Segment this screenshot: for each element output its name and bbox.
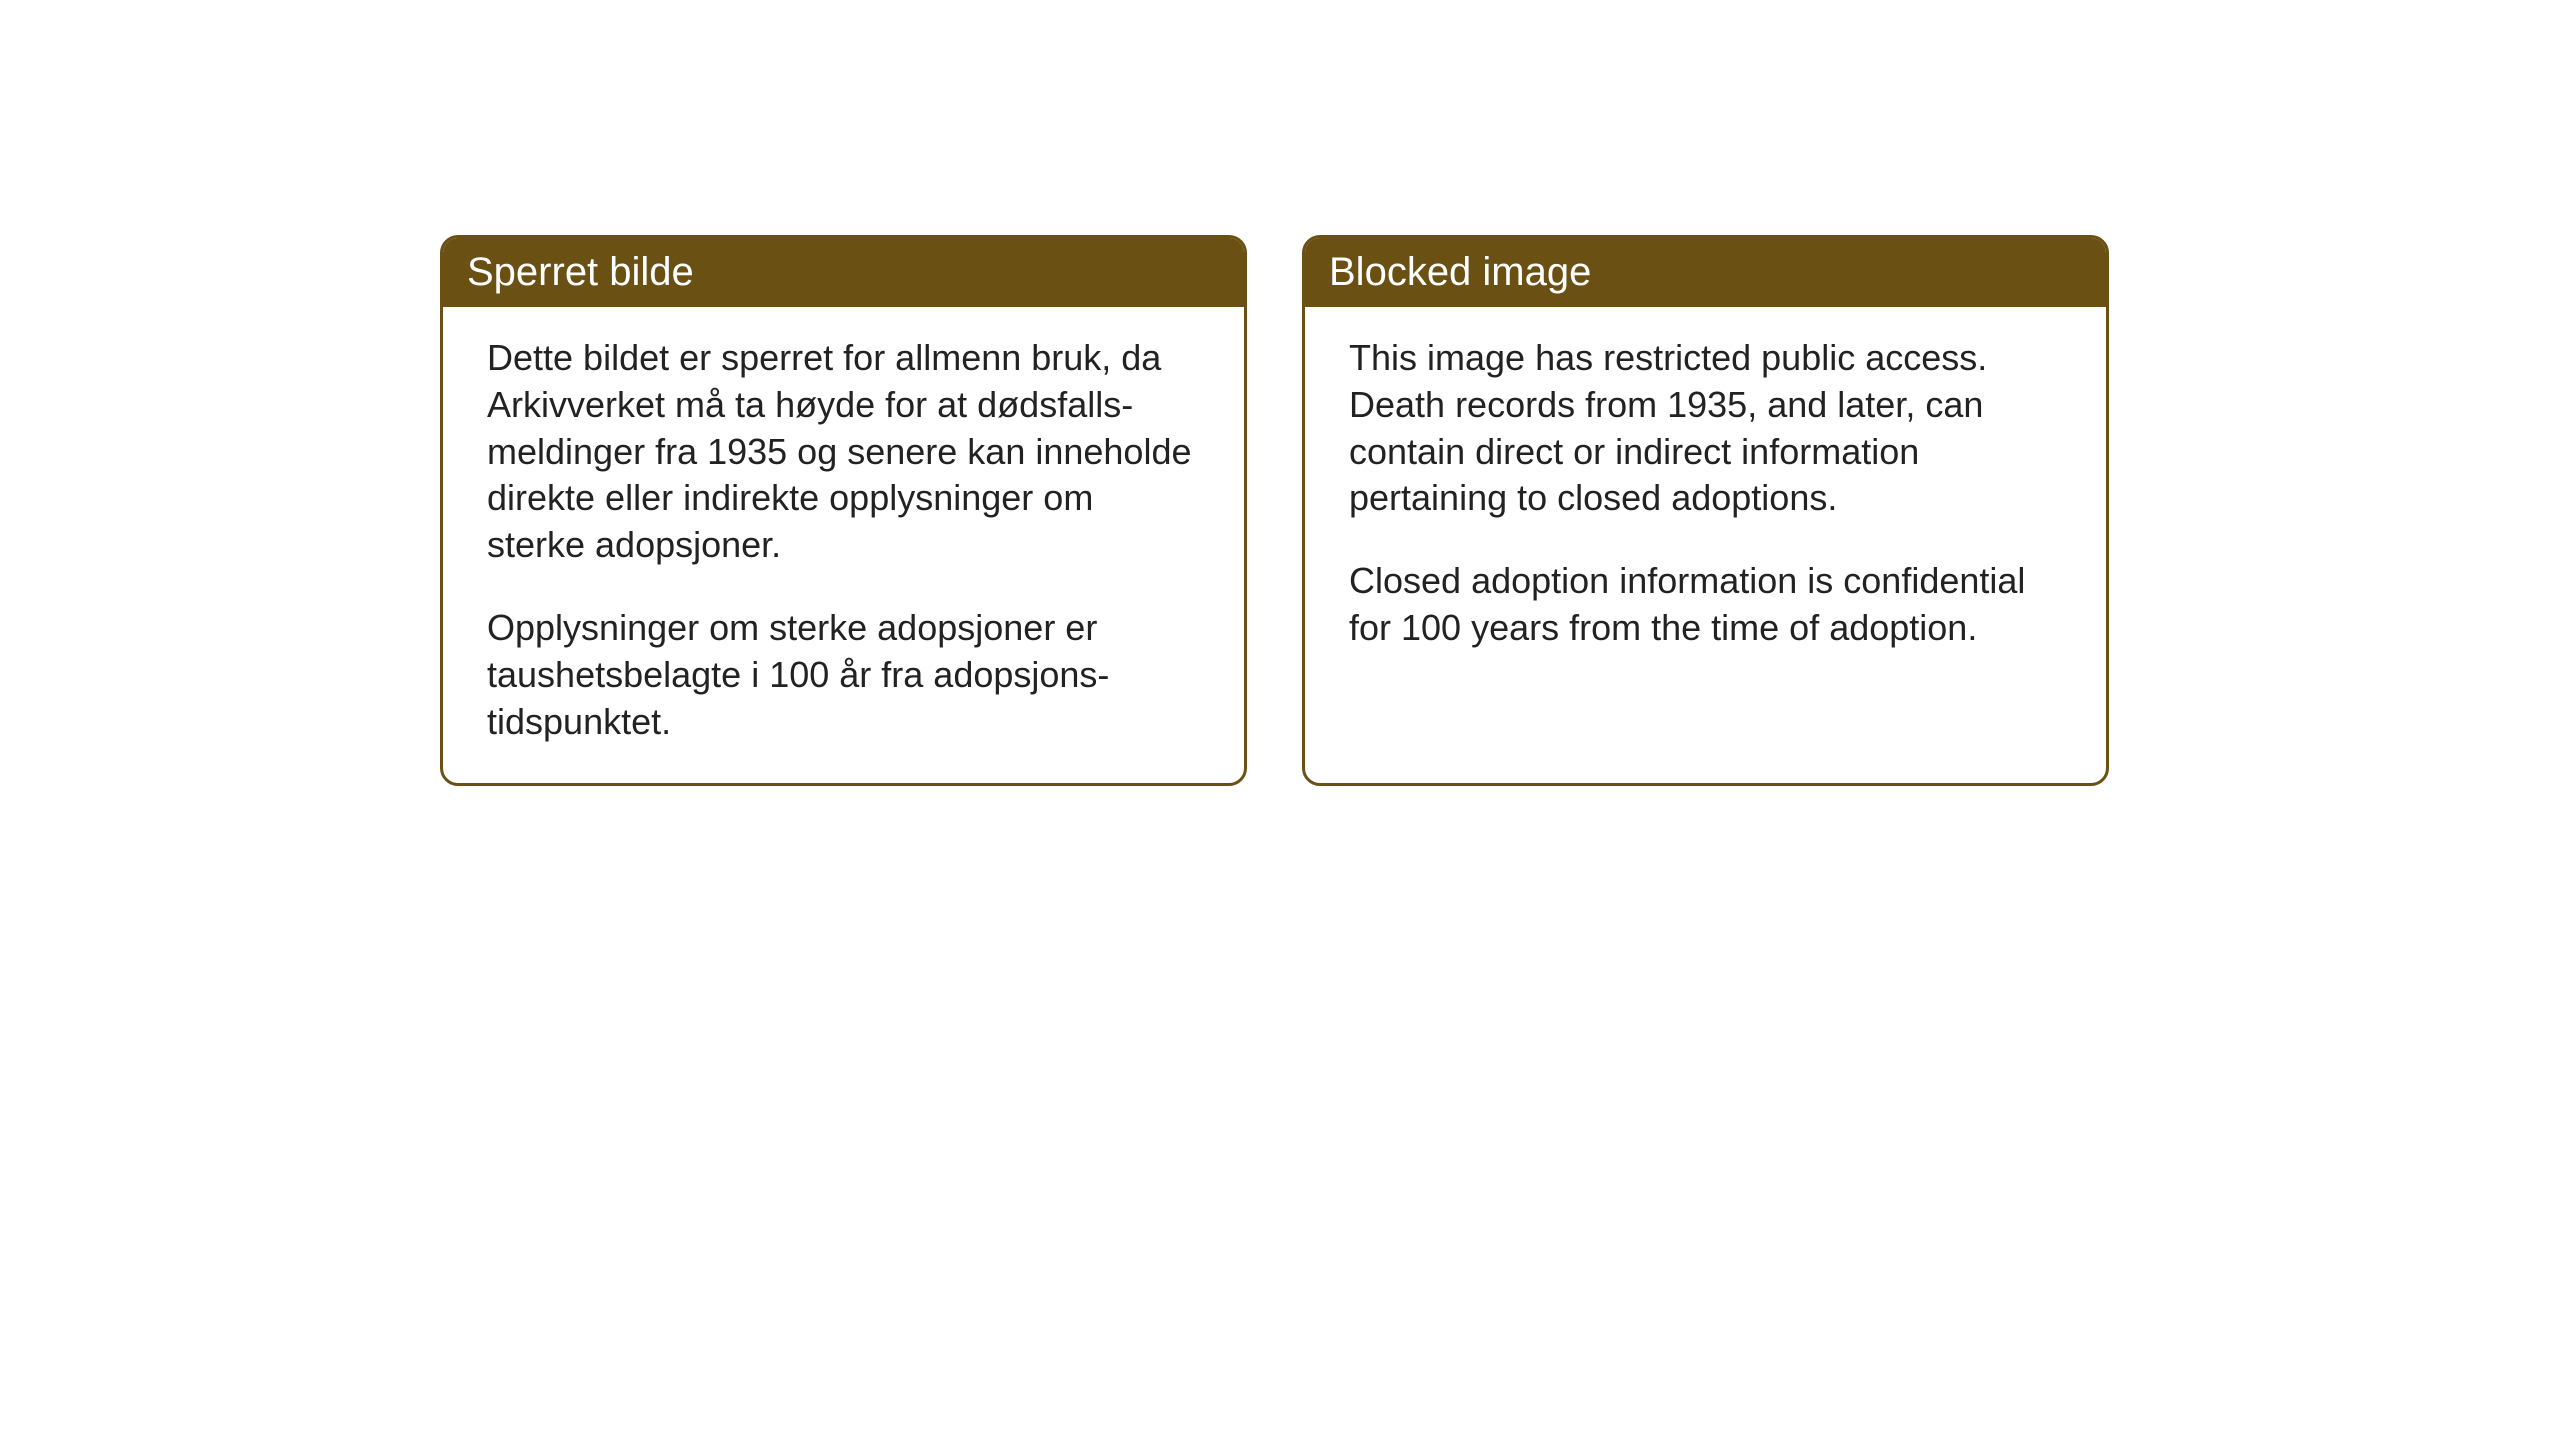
norwegian-card-body: Dette bildet er sperret for allmenn bruk… xyxy=(443,307,1244,783)
english-card-title: Blocked image xyxy=(1305,238,2106,307)
norwegian-notice-card: Sperret bilde Dette bildet er sperret fo… xyxy=(440,235,1247,786)
norwegian-card-title: Sperret bilde xyxy=(443,238,1244,307)
english-paragraph-1: This image has restricted public access.… xyxy=(1349,335,2062,522)
notice-cards-container: Sperret bilde Dette bildet er sperret fo… xyxy=(440,235,2109,786)
norwegian-paragraph-1: Dette bildet er sperret for allmenn bruk… xyxy=(487,335,1200,569)
english-card-body: This image has restricted public access.… xyxy=(1305,307,2106,690)
norwegian-paragraph-2: Opplysninger om sterke adopsjoner er tau… xyxy=(487,605,1200,745)
english-paragraph-2: Closed adoption information is confident… xyxy=(1349,558,2062,652)
english-notice-card: Blocked image This image has restricted … xyxy=(1302,235,2109,786)
